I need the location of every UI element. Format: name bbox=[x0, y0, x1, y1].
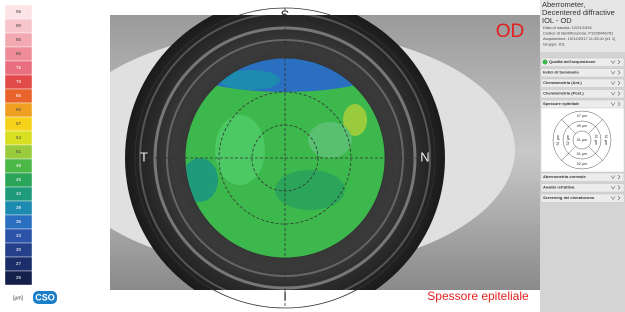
scale-label: 51 bbox=[16, 149, 22, 154]
thickness-label: 51 µm bbox=[577, 138, 588, 142]
scale-label: 27 bbox=[16, 261, 22, 266]
section-title: Aberrometria corneale bbox=[543, 174, 586, 179]
section-title: Indici di Sommario bbox=[543, 70, 579, 75]
section-title: Screening del cheratocono bbox=[543, 195, 595, 200]
scale-label: 65 bbox=[16, 93, 22, 98]
info-line: Gruppo: IOL bbox=[543, 42, 566, 47]
thickness-label: 51 µm bbox=[594, 135, 598, 146]
thickness-label: 49 µm bbox=[577, 124, 588, 128]
scale-label: 30 bbox=[16, 247, 22, 252]
scale-label: 25 bbox=[16, 275, 22, 280]
panel-title: Aberrometer, Decentered diffractive IOL … bbox=[542, 1, 624, 25]
thickness-label: 51 µm bbox=[604, 135, 608, 146]
scale-label: 57 bbox=[16, 121, 22, 126]
status-icon bbox=[543, 60, 548, 65]
eye-side: OD bbox=[496, 21, 525, 42]
logo: CSO bbox=[35, 292, 55, 302]
scale-label: 33 bbox=[16, 233, 22, 238]
thickness-label: 51 µm bbox=[577, 152, 588, 156]
screen: S I T N OD Spessore epiteliale 95 90 85 80 7… bbox=[0, 0, 625, 312]
scale-label: 45 bbox=[16, 177, 22, 182]
scale-label: 48 bbox=[16, 163, 22, 168]
scale-label: 54 bbox=[16, 135, 22, 140]
color-scale: 95 90 85 80 75 70 65 60 57 54 51 48 45 42 39 36 33 30 27 25 bbox=[5, 5, 32, 285]
info-line: Data di nascita: 12/01/1934 bbox=[543, 25, 592, 30]
scale-label: 42 bbox=[16, 191, 22, 196]
scale-label: 70 bbox=[16, 79, 22, 84]
scale-label: 60 bbox=[16, 107, 22, 112]
section-title: Spessore epiteliale bbox=[543, 101, 580, 106]
section-title: Cheratometria (Post.) bbox=[543, 91, 584, 96]
thickness-label: 47 µm bbox=[577, 114, 588, 118]
thickness-label: 52 µm bbox=[577, 162, 588, 166]
scale-label: 80 bbox=[16, 51, 22, 56]
compass-label: I bbox=[283, 288, 287, 303]
thickness-label: 52 µm bbox=[566, 135, 570, 146]
thickness-label: 51 µm bbox=[556, 135, 560, 146]
scale-label: 39 bbox=[16, 205, 22, 210]
scale-label: 95 bbox=[16, 9, 22, 14]
scale-unit: [µm] bbox=[13, 295, 23, 301]
info-line: Acquisizione: 19/12/2017 11:33:41 [#1 1] bbox=[543, 36, 615, 41]
scale-label: 75 bbox=[16, 65, 22, 70]
info-line: Codice di identificazione: P1935446781 bbox=[543, 31, 614, 36]
compass-label: T bbox=[140, 149, 148, 164]
compass-label: S bbox=[281, 7, 290, 22]
section-title: Analisi refrattiva bbox=[543, 185, 575, 190]
section-title: Cheratometria (Ant.) bbox=[543, 80, 582, 85]
compass-label: N bbox=[420, 149, 429, 164]
scale-label: 36 bbox=[16, 219, 22, 224]
scale-label: 85 bbox=[16, 37, 22, 42]
map-title: Spessore epiteliale bbox=[427, 289, 529, 303]
scale-label: 90 bbox=[16, 23, 22, 28]
section-title: Qualità dell'acquisizione bbox=[549, 59, 596, 64]
